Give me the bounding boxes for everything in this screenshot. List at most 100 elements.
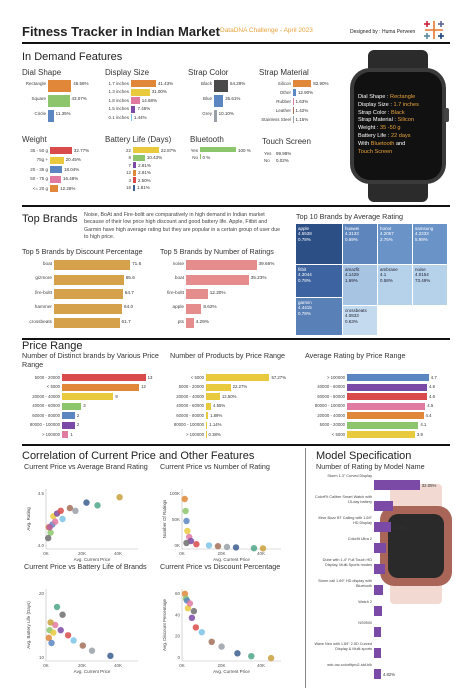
bar-dube-with-1-4-full-touch-hd-display-multi-sports-modes bbox=[374, 564, 385, 574]
tick-label-grey: Grey bbox=[202, 110, 212, 116]
bar-3 bbox=[133, 177, 136, 183]
tick-label-40000-60000: 40000 - 60000 bbox=[32, 403, 60, 408]
data-label-silicon: 82.90% bbox=[313, 80, 329, 86]
tick-label-pts: pts bbox=[177, 318, 184, 324]
bar-20-g bbox=[50, 185, 59, 192]
bar-60000-80000 bbox=[62, 412, 75, 419]
data-label-35-50-g: 32.77% bbox=[73, 147, 90, 153]
bar-5000-20000 bbox=[206, 383, 231, 391]
scatter-point-11 bbox=[94, 502, 101, 509]
bar-0-1-inches bbox=[131, 114, 132, 121]
tick-label-watch-2: Watch 2 bbox=[358, 600, 372, 604]
scatter-point-11 bbox=[248, 653, 255, 660]
tick-label-1-3-inches: 1.3 inches bbox=[108, 89, 129, 94]
chart-title: Dial Shape bbox=[22, 68, 62, 77]
tick-label-20000-40000: 20000 - 40000 bbox=[317, 412, 345, 418]
bar-storm-call-1-69-hd-display-with-bluetooth bbox=[374, 585, 384, 595]
tick-label-hammer: hammer bbox=[34, 304, 52, 309]
data-label-60000-80000: 2 bbox=[76, 412, 80, 418]
section-top-brands: Top Brands bbox=[22, 213, 78, 225]
top-brands-description: Noise, BoAt and Fire-boltt are comparati… bbox=[84, 212, 281, 240]
tick-label-boat: boat bbox=[174, 275, 184, 280]
bar-5000 bbox=[347, 431, 415, 438]
bar-wrb-ow-colorfitpro2-std-blk bbox=[374, 669, 381, 679]
data-label-5000: 3.9 bbox=[416, 431, 423, 437]
data-label-no: 0.02% bbox=[276, 158, 289, 163]
data-label-noise: 39.66% bbox=[258, 260, 275, 266]
bar-18 bbox=[133, 184, 136, 191]
data-label-7: 2.81% bbox=[138, 162, 151, 168]
data-label-22: 22.87% bbox=[160, 147, 177, 153]
y-tick-20: 20 bbox=[39, 591, 45, 596]
data-label-apple: 8.62% bbox=[203, 304, 217, 309]
scatter-point-0 bbox=[181, 495, 188, 503]
bar-35-50-g bbox=[50, 147, 72, 154]
data-label-40000-60000: 4.55% bbox=[213, 403, 226, 408]
treemap-share-noise: 73.49% bbox=[415, 277, 431, 283]
treemap-share-honor: 2.75% bbox=[380, 236, 393, 242]
tick-label-colorfit-caliber-smart-watch-with-15-day-battery: ColorFit Caliber Smart Watch with 15-day… bbox=[314, 495, 372, 504]
x-tick-0k: 0K bbox=[179, 551, 185, 556]
chart-strap-color: Strap Color Black 54.29% Blue 35.61% Grey 10.1… bbox=[188, 68, 258, 128]
bar-black bbox=[214, 80, 228, 92]
data-label-20-g: 12.26% bbox=[60, 185, 76, 191]
scatter-point-9 bbox=[218, 643, 225, 650]
data-label-circle: 11.35% bbox=[55, 110, 71, 116]
tick-label-22: 22 bbox=[125, 147, 131, 153]
tick-label-no: No bbox=[192, 154, 198, 160]
tick-label-7: 7 bbox=[128, 162, 131, 168]
bar-1-8-inches bbox=[131, 97, 140, 104]
tick-label-wave-neo-with-1-69-2-5d-curved-display-multi-sports: Wave Neo with 1.69" 2.5D Curved Display … bbox=[314, 642, 372, 651]
y-axis-label: Avg. Rating bbox=[26, 507, 31, 531]
tick-label-colorfit-ultra-2: Colorfit Ultra 2 bbox=[347, 537, 372, 541]
chart-title: Current Price vs Average Brand Rating bbox=[24, 462, 148, 471]
scatter-point-2 bbox=[48, 639, 55, 647]
chart-title: Number of Distinct brands by Various Pri… bbox=[22, 351, 159, 369]
data-label-1-5-inches: 7.45% bbox=[137, 106, 151, 111]
chart-treemap-rating: Top 10 Brands by Average Rating apple 4.55… bbox=[296, 212, 448, 336]
bar-5000-20000 bbox=[347, 421, 419, 429]
data-label-stainless-steel: 1.15% bbox=[295, 116, 309, 122]
tick-label-80000-100000: 80000 - 100000 bbox=[173, 422, 204, 427]
treemap-cell-crossbeats: crossbeats 4.0833 0.63% bbox=[343, 306, 377, 335]
data-label-18: 1.81% bbox=[137, 185, 150, 190]
data-label-0-1-inches: 1.44% bbox=[133, 114, 147, 120]
scatter-point-13 bbox=[183, 539, 190, 547]
bar-fire-boltt bbox=[186, 289, 208, 299]
data-label-square: 43.07% bbox=[71, 95, 87, 101]
y-tick-4-5: 4.5 bbox=[38, 491, 45, 496]
treemap-label-huawei: huawei bbox=[345, 225, 360, 231]
scatter-point-7 bbox=[59, 515, 66, 523]
data-label-crossbeats: 61.7 bbox=[121, 318, 131, 324]
chart-distinct-brands: Number of Distinct brands by Various Pri… bbox=[22, 351, 164, 442]
data-label-80000-100000: 4.5 bbox=[427, 403, 434, 408]
data-label-blue: 35.61% bbox=[225, 95, 241, 101]
chart-avg-rating-price: Average Rating by Price Range > 100000 4.7… bbox=[305, 351, 450, 442]
chart-title: Current Price vs Battery Life of Brands bbox=[24, 562, 147, 571]
bar-pts bbox=[186, 318, 194, 328]
tick-label-3: 3 bbox=[128, 177, 131, 183]
data-label-20000-40000: 8 bbox=[115, 393, 118, 399]
bar-no bbox=[200, 154, 201, 159]
scatter-point-1 bbox=[182, 507, 189, 515]
rule-2 bbox=[22, 205, 450, 207]
tableau-logo-icon bbox=[422, 18, 446, 42]
y-tick-20: 20 bbox=[175, 634, 181, 639]
scatter-point-12 bbox=[116, 493, 123, 501]
x-tick-0k: 0K bbox=[43, 551, 49, 556]
tick-label-5000-20000: 5000 - 20000 bbox=[178, 384, 204, 389]
data-label-1-3-inches: 31.00% bbox=[151, 89, 167, 94]
scatter-point-7 bbox=[70, 637, 77, 644]
tick-label-xtive-buzz-bt-calling-with-1-69-hd-display: Xtive Buzz BT Calling with 1.69" HD Disp… bbox=[317, 516, 372, 525]
scatter-point-3 bbox=[184, 605, 192, 612]
bar-watch-2 bbox=[374, 606, 383, 616]
data-label-storm-1-3-curved-display: 32.05% bbox=[421, 483, 437, 488]
data-label-rectangle: 46.58% bbox=[73, 80, 89, 86]
chart-title: Number of Rating by Model Name bbox=[316, 462, 425, 471]
treemap-value-noise: 4.0154 bbox=[415, 272, 429, 278]
chart-bluetooth: Bluetooth Yes 100 % No 0 % bbox=[190, 135, 258, 165]
bar-grey bbox=[214, 110, 217, 122]
treemap-cell-ambrane: ambrane 4.1 0.58% bbox=[378, 265, 412, 305]
scatter-point-8 bbox=[79, 642, 86, 649]
data-label-8: 10.43% bbox=[146, 155, 163, 160]
